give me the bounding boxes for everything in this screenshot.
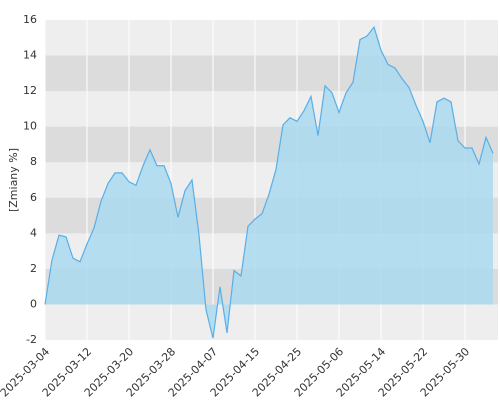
y-tick-label: 8 (30, 155, 37, 168)
band (45, 55, 498, 92)
y-tick-label: 12 (23, 84, 37, 97)
y-tick-label: 6 (30, 191, 37, 204)
y-tick-label: 16 (23, 13, 37, 26)
line (44, 25, 494, 339)
y-tick-label: 2 (30, 262, 37, 275)
y-axis-label: [Zmiany %] (7, 148, 20, 212)
y-tick-label: -2 (26, 333, 37, 346)
y-tick-label: 0 (30, 297, 37, 310)
area (45, 27, 493, 339)
y-tick-label: 10 (23, 120, 37, 133)
y-tick-label: 14 (23, 49, 37, 62)
y-tick-label: 4 (30, 226, 37, 239)
